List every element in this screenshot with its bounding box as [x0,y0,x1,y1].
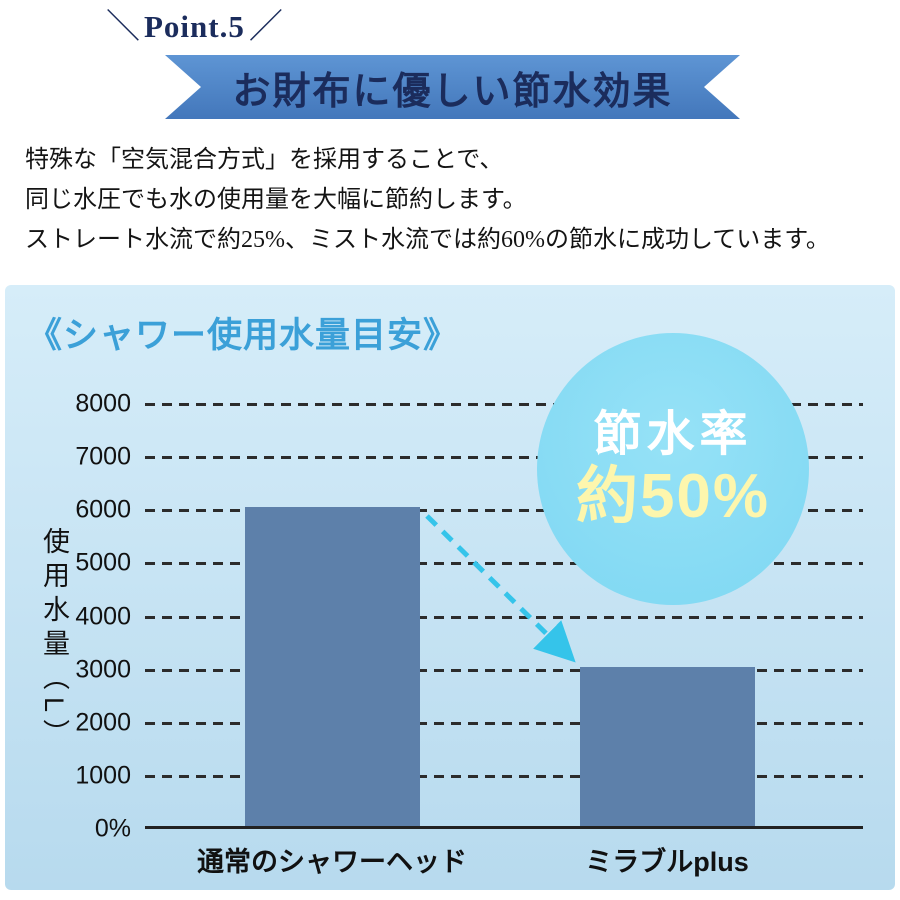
y-tick-label: 2000 [75,708,131,737]
y-tick-label: 7000 [75,442,131,471]
y-tick-label: 6000 [75,495,131,524]
gridline [145,456,863,460]
point-label-group: ＼ Point.5 ／ [106,6,283,48]
bar-chart-plot: 8000 7000 6000 5000 4000 3000 2000 1000 0% 通常のシャワ… [75,390,863,877]
bar-2 [579,666,755,826]
gridline [145,774,863,778]
title-ribbon: お財布に優しい節水効果 [165,55,740,119]
x-category-label: 通常のシャワーヘッド [197,847,467,877]
intro-line-3: ストレート水流で約25%、ミスト水流では約60%の節水に成功しています。 [25,227,830,253]
page-title: お財布に優しい節水効果 [232,70,673,113]
chart-panel: 《シャワー使用水量目安》 使用水量（L） 8000 7000 6000 5000 400… [5,285,895,890]
intro-line-2: 同じ水圧でも水の使用量を大幅に節約します。 [25,187,527,213]
y-axis-label: 使用水量（L） [39,527,69,754]
gridline [145,668,863,672]
y-tick-label: 5000 [75,548,131,577]
saving-rate-value: 約50% [575,461,771,531]
y-tick-label: 1000 [75,761,131,790]
bar-1 [244,507,420,826]
decorative-slash-right: ／ [248,9,283,46]
point-number-label: Point.5 [144,9,245,44]
saving-rate-badge: 節水率 約50% [537,333,809,605]
saving-rate-label: 節水率 [593,408,753,462]
x-category-label: ミラブルplus [585,847,749,877]
y-tick-label: 4000 [75,602,131,630]
gridline [145,721,863,725]
decorative-slash-left: ＼ [106,9,140,46]
intro-text: 特殊な「空気混合方式」を採用することで、 同じ水圧でも水の使用量を大幅に節約しま… [25,140,885,260]
gridline [145,509,863,513]
intro-line-1: 特殊な「空気混合方式」を採用することで、 [25,147,504,173]
y-tick-label: 8000 [75,389,131,418]
chart-title: 《シャワー使用水量目安》 [27,316,460,355]
y-tick-label: 3000 [75,655,131,684]
y-tick-label: 0% [94,814,131,843]
gridline [145,403,863,406]
